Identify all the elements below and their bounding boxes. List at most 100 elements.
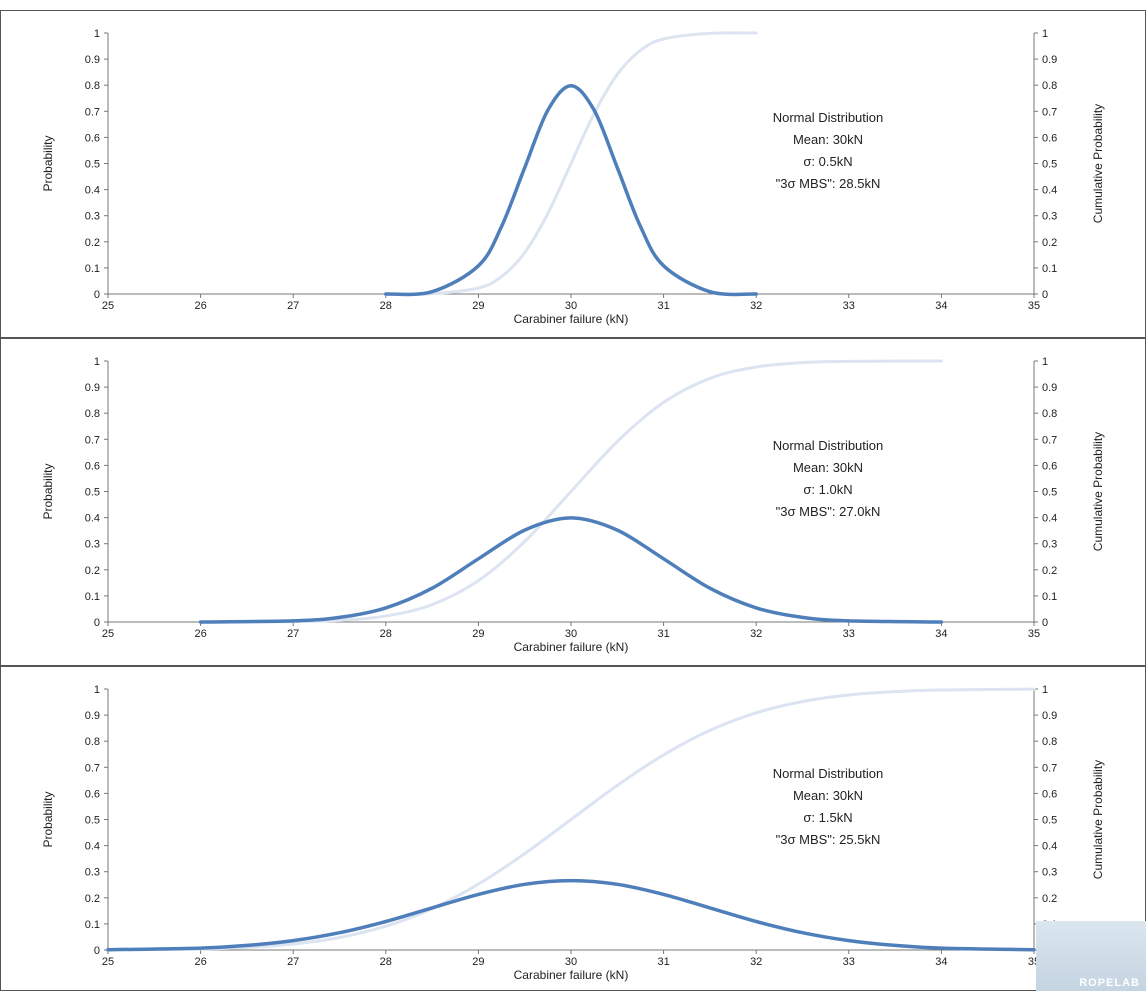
annotation-line: "3σ MBS": 27.0kN <box>776 504 881 519</box>
y-tick-label: 0.6 <box>85 132 100 144</box>
y-tick-label: 0.8 <box>85 736 100 748</box>
y-tick-label: 0.9 <box>85 382 100 394</box>
x-tick-label: 25 <box>102 628 114 640</box>
x-tick-label: 34 <box>935 300 947 312</box>
y2-tick-label: 0.7 <box>1042 106 1057 118</box>
x-tick-label: 35 <box>1028 628 1040 640</box>
y2-tick-label: 0.4 <box>1042 185 1057 197</box>
y-tick-label: 0.8 <box>85 408 100 420</box>
annotation-line: σ: 0.5kN <box>803 154 852 169</box>
annotation-line: Mean: 30kN <box>793 460 863 475</box>
y-tick-label: 0.2 <box>85 565 100 577</box>
y-tick-label: 0.6 <box>85 788 100 800</box>
y2-tick-label: 0.9 <box>1042 54 1057 66</box>
y2-tick-label: 0.6 <box>1042 460 1057 472</box>
y-tick-label: 0.4 <box>85 185 100 197</box>
y-tick-label: 0.3 <box>85 867 100 879</box>
y2-tick-label: 0.6 <box>1042 788 1057 800</box>
x-tick-label: 31 <box>657 628 669 640</box>
annotation-line: σ: 1.5kN <box>803 810 852 825</box>
y2-tick-label: 0.5 <box>1042 487 1057 499</box>
x-tick-label: 26 <box>194 956 206 968</box>
y2-tick-label: 0.1 <box>1042 591 1057 603</box>
y2-tick-label: 0 <box>1042 617 1048 629</box>
watermark-logo: ROPELAB <box>1036 921 1146 991</box>
y2-tick-label: 0.9 <box>1042 382 1057 394</box>
y-tick-label: 0.7 <box>85 106 100 118</box>
y-tick-label: 0 <box>94 617 100 629</box>
annotation-line: Mean: 30kN <box>793 788 863 803</box>
x-tick-label: 35 <box>1028 300 1040 312</box>
chart-panel-1: 0 0.1 0.2 0.3 0.4 0.5 0.6 0.7 0.8 0.9 1 0 0.1 0.2 0.3 0… <box>0 10 1146 338</box>
y-tick-label: 0.4 <box>85 841 100 853</box>
x-tick-label: 33 <box>843 956 855 968</box>
y-axis-title: Probability <box>41 463 55 519</box>
x-tick-label: 32 <box>750 956 762 968</box>
y2-axis-title: Cumulative Probability <box>1091 760 1105 879</box>
x-tick-label: 29 <box>472 956 484 968</box>
y2-tick-label: 0.3 <box>1042 867 1057 879</box>
y-tick-label: 0.7 <box>85 434 100 446</box>
y2-tick-label: 0.6 <box>1042 132 1057 144</box>
cumulative-probability-line <box>384 31 758 296</box>
x-tick-label: 34 <box>935 628 947 640</box>
y-tick-label: 0.7 <box>85 762 100 774</box>
cumulative-probability-line <box>106 687 1036 952</box>
annotation-line: Normal Distribution <box>773 766 884 781</box>
y-tick-label: 0.2 <box>85 893 100 905</box>
y-tick-label: 0.6 <box>85 460 100 472</box>
y-axis-title: Probability <box>41 135 55 191</box>
x-tick-label: 26 <box>194 300 206 312</box>
x-tick-label: 30 <box>565 956 577 968</box>
annotation-line: "3σ MBS": 25.5kN <box>776 832 881 847</box>
y-tick-label: 1 <box>94 28 100 40</box>
panel-border <box>0 338 1146 666</box>
x-tick-label: 34 <box>935 956 947 968</box>
cumulative-probability-line <box>199 359 943 624</box>
panel-border <box>0 10 1146 338</box>
y-tick-label: 0.5 <box>85 487 100 499</box>
x-tick-label: 27 <box>287 628 299 640</box>
annotation-line: Normal Distribution <box>773 438 884 453</box>
y2-tick-label: 0.8 <box>1042 736 1057 748</box>
y-tick-label: 0.1 <box>85 591 100 603</box>
x-tick-label: 29 <box>472 628 484 640</box>
y-tick-label: 1 <box>94 684 100 696</box>
annotation-line: Normal Distribution <box>773 110 884 125</box>
x-tick-label: 27 <box>287 956 299 968</box>
x-axis-title: Carabiner failure (kN) <box>514 968 629 982</box>
x-tick-label: 27 <box>287 300 299 312</box>
annotation-line: Mean: 30kN <box>793 132 863 147</box>
y2-tick-label: 0.2 <box>1042 237 1057 249</box>
y2-tick-label: 0.7 <box>1042 434 1057 446</box>
probability-density-line <box>106 878 1036 952</box>
watermark-text: ROPELAB <box>1079 977 1140 989</box>
y-tick-label: 0.2 <box>85 237 100 249</box>
x-tick-label: 30 <box>565 300 577 312</box>
x-tick-label: 26 <box>194 628 206 640</box>
y2-tick-label: 0.2 <box>1042 565 1057 577</box>
x-tick-label: 30 <box>565 628 577 640</box>
annotation-line: σ: 1.0kN <box>803 482 852 497</box>
y-tick-label: 0 <box>94 945 100 957</box>
y2-tick-label: 0.3 <box>1042 539 1057 551</box>
y2-tick-label: 0.8 <box>1042 408 1057 420</box>
y2-axis-title: Cumulative Probability <box>1091 104 1105 223</box>
y2-tick-label: 0.9 <box>1042 710 1057 722</box>
y-tick-label: 1 <box>94 356 100 368</box>
x-tick-label: 31 <box>657 300 669 312</box>
y-axis-title: Probability <box>41 791 55 847</box>
probability-density-line <box>384 83 758 297</box>
probability-density-line <box>198 516 944 624</box>
x-tick-label: 28 <box>380 628 392 640</box>
x-tick-label: 25 <box>102 300 114 312</box>
y2-axis-title: Cumulative Probability <box>1091 432 1105 551</box>
annotation-line: "3σ MBS": 28.5kN <box>776 176 881 191</box>
y2-tick-label: 0.1 <box>1042 263 1057 275</box>
panel-border <box>0 666 1146 991</box>
y2-tick-label: 0.8 <box>1042 80 1057 92</box>
x-tick-label: 28 <box>380 300 392 312</box>
y2-tick-label: 0.4 <box>1042 841 1057 853</box>
x-tick-label: 32 <box>750 628 762 640</box>
y2-tick-label: 1 <box>1042 356 1048 368</box>
